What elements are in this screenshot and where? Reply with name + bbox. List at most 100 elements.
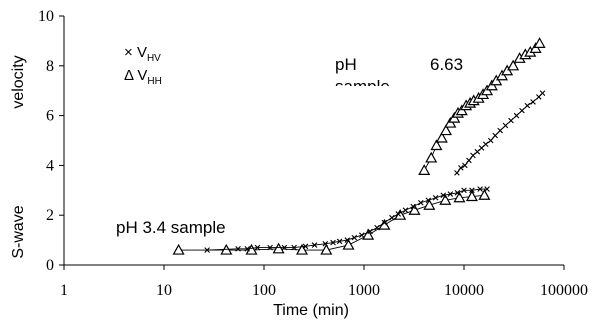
data-point-triangle bbox=[320, 243, 333, 255]
data-point-triangle bbox=[439, 194, 452, 205]
data-point-triangle bbox=[465, 190, 478, 202]
series-0 bbox=[172, 189, 491, 255]
y-axis-label-line1: S-wave bbox=[10, 205, 27, 258]
legend-subscript: HH bbox=[147, 76, 161, 87]
data-point-cross bbox=[530, 99, 536, 105]
data-point-cross bbox=[513, 112, 520, 119]
data-point-cross bbox=[244, 246, 251, 252]
legend-subscript: HV bbox=[147, 53, 161, 64]
annotation-ph: pH bbox=[335, 55, 357, 74]
annotation-ph34-sample: pH 3.4 sample bbox=[116, 218, 226, 237]
data-point-cross bbox=[482, 141, 489, 148]
y-tick-label: 4 bbox=[46, 157, 54, 174]
data-point-cross bbox=[344, 237, 351, 243]
legend-entry-vhh: Δ VHH bbox=[124, 67, 162, 87]
data-point-cross bbox=[267, 244, 273, 251]
data-point-cross bbox=[311, 242, 318, 248]
data-point-triangle bbox=[430, 139, 443, 151]
data-point-cross bbox=[466, 157, 472, 164]
data-point-cross bbox=[235, 246, 241, 252]
y-tick-label: 6 bbox=[46, 108, 54, 125]
data-point-cross bbox=[492, 132, 498, 139]
data-point-cross bbox=[381, 219, 388, 226]
plot-axes bbox=[59, 15, 565, 270]
y-tick-label: 8 bbox=[46, 58, 54, 75]
y-axis-label-line2: velocity bbox=[10, 55, 27, 108]
data-point-cross bbox=[351, 234, 358, 241]
data-point-cross bbox=[539, 90, 546, 96]
data-point-cross bbox=[374, 224, 380, 231]
x-tick-label: 10000 bbox=[444, 282, 484, 299]
data-point-cross bbox=[469, 187, 475, 194]
data-point-cross bbox=[389, 214, 395, 221]
data-point-cross bbox=[497, 127, 503, 134]
data-point-triangle bbox=[439, 124, 452, 136]
data-point-cross bbox=[458, 165, 464, 171]
x-tick-label: 1000 bbox=[348, 282, 380, 299]
data-point-cross bbox=[454, 190, 461, 196]
data-point-cross bbox=[322, 241, 329, 247]
annotations: pH sample 6.63 pH 3.4 sample bbox=[116, 55, 463, 237]
data-point-cross bbox=[291, 244, 297, 251]
data-point-cross bbox=[508, 117, 514, 124]
legend-text: V bbox=[137, 67, 147, 84]
data-point-triangle bbox=[296, 243, 309, 255]
data-point-cross bbox=[440, 192, 447, 199]
data-point-cross bbox=[336, 238, 343, 245]
y-tick-label: 0 bbox=[46, 257, 54, 274]
series-line bbox=[178, 194, 485, 251]
data-point-cross bbox=[358, 232, 365, 238]
legend-text: V bbox=[137, 44, 147, 61]
data-point-triangle bbox=[245, 243, 258, 255]
data-point-cross bbox=[432, 194, 439, 201]
data-point-triangle bbox=[423, 199, 436, 210]
data-point-cross bbox=[487, 137, 494, 144]
annotation-sample-clipped: sample bbox=[335, 77, 390, 96]
data-point-cross bbox=[402, 207, 409, 214]
data-point-cross bbox=[462, 162, 468, 169]
data-point-cross bbox=[410, 203, 416, 210]
data-point-cross bbox=[395, 211, 402, 217]
legend-symbol: × bbox=[124, 44, 133, 61]
data-point-triangle bbox=[453, 191, 466, 203]
x-tick-label: 100 bbox=[252, 282, 276, 299]
data-point-cross bbox=[461, 187, 467, 194]
data-point-cross bbox=[447, 191, 454, 197]
annotation-ph-value: 6.63 bbox=[430, 55, 463, 74]
y-tick-label: 2 bbox=[46, 207, 54, 224]
data-point-cross bbox=[367, 228, 373, 235]
data-point-cross bbox=[477, 186, 483, 192]
data-point-triangle bbox=[435, 131, 448, 143]
data-point-cross bbox=[281, 244, 288, 251]
y-axis-label: S-wave velocity bbox=[10, 55, 27, 258]
data-point-triangle bbox=[507, 59, 520, 71]
data-point-cross bbox=[502, 122, 509, 129]
data-point-cross bbox=[519, 107, 525, 114]
x-tick-label: 10 bbox=[156, 282, 172, 299]
data-point-cross bbox=[524, 102, 531, 109]
data-point-triangle bbox=[408, 203, 421, 215]
data-point-cross bbox=[204, 247, 210, 253]
legend-symbol: Δ bbox=[124, 67, 134, 84]
x-axis-label: Time (min) bbox=[273, 302, 349, 319]
data-point-triangle bbox=[533, 37, 546, 48]
data-point-cross bbox=[425, 197, 432, 204]
series-2 bbox=[418, 37, 546, 175]
data-point-triangle bbox=[478, 189, 491, 200]
data-point-triangle bbox=[272, 242, 285, 254]
y-tick-label: 10 bbox=[38, 8, 54, 25]
data-marks bbox=[172, 37, 546, 255]
x-tick-label: 100000 bbox=[540, 282, 588, 299]
data-point-triangle bbox=[172, 243, 185, 255]
data-point-triangle bbox=[425, 151, 438, 163]
y-tick-labels: 0 2 4 6 8 10 bbox=[38, 8, 54, 274]
data-point-cross bbox=[470, 152, 476, 159]
data-point-cross bbox=[484, 186, 490, 192]
data-point-triangle bbox=[362, 228, 375, 240]
series-3 bbox=[454, 90, 546, 176]
legend-entry-vhv: × VHV bbox=[124, 44, 161, 64]
data-point-triangle bbox=[342, 238, 355, 250]
data-point-cross bbox=[418, 199, 424, 206]
data-point-cross bbox=[454, 170, 460, 176]
